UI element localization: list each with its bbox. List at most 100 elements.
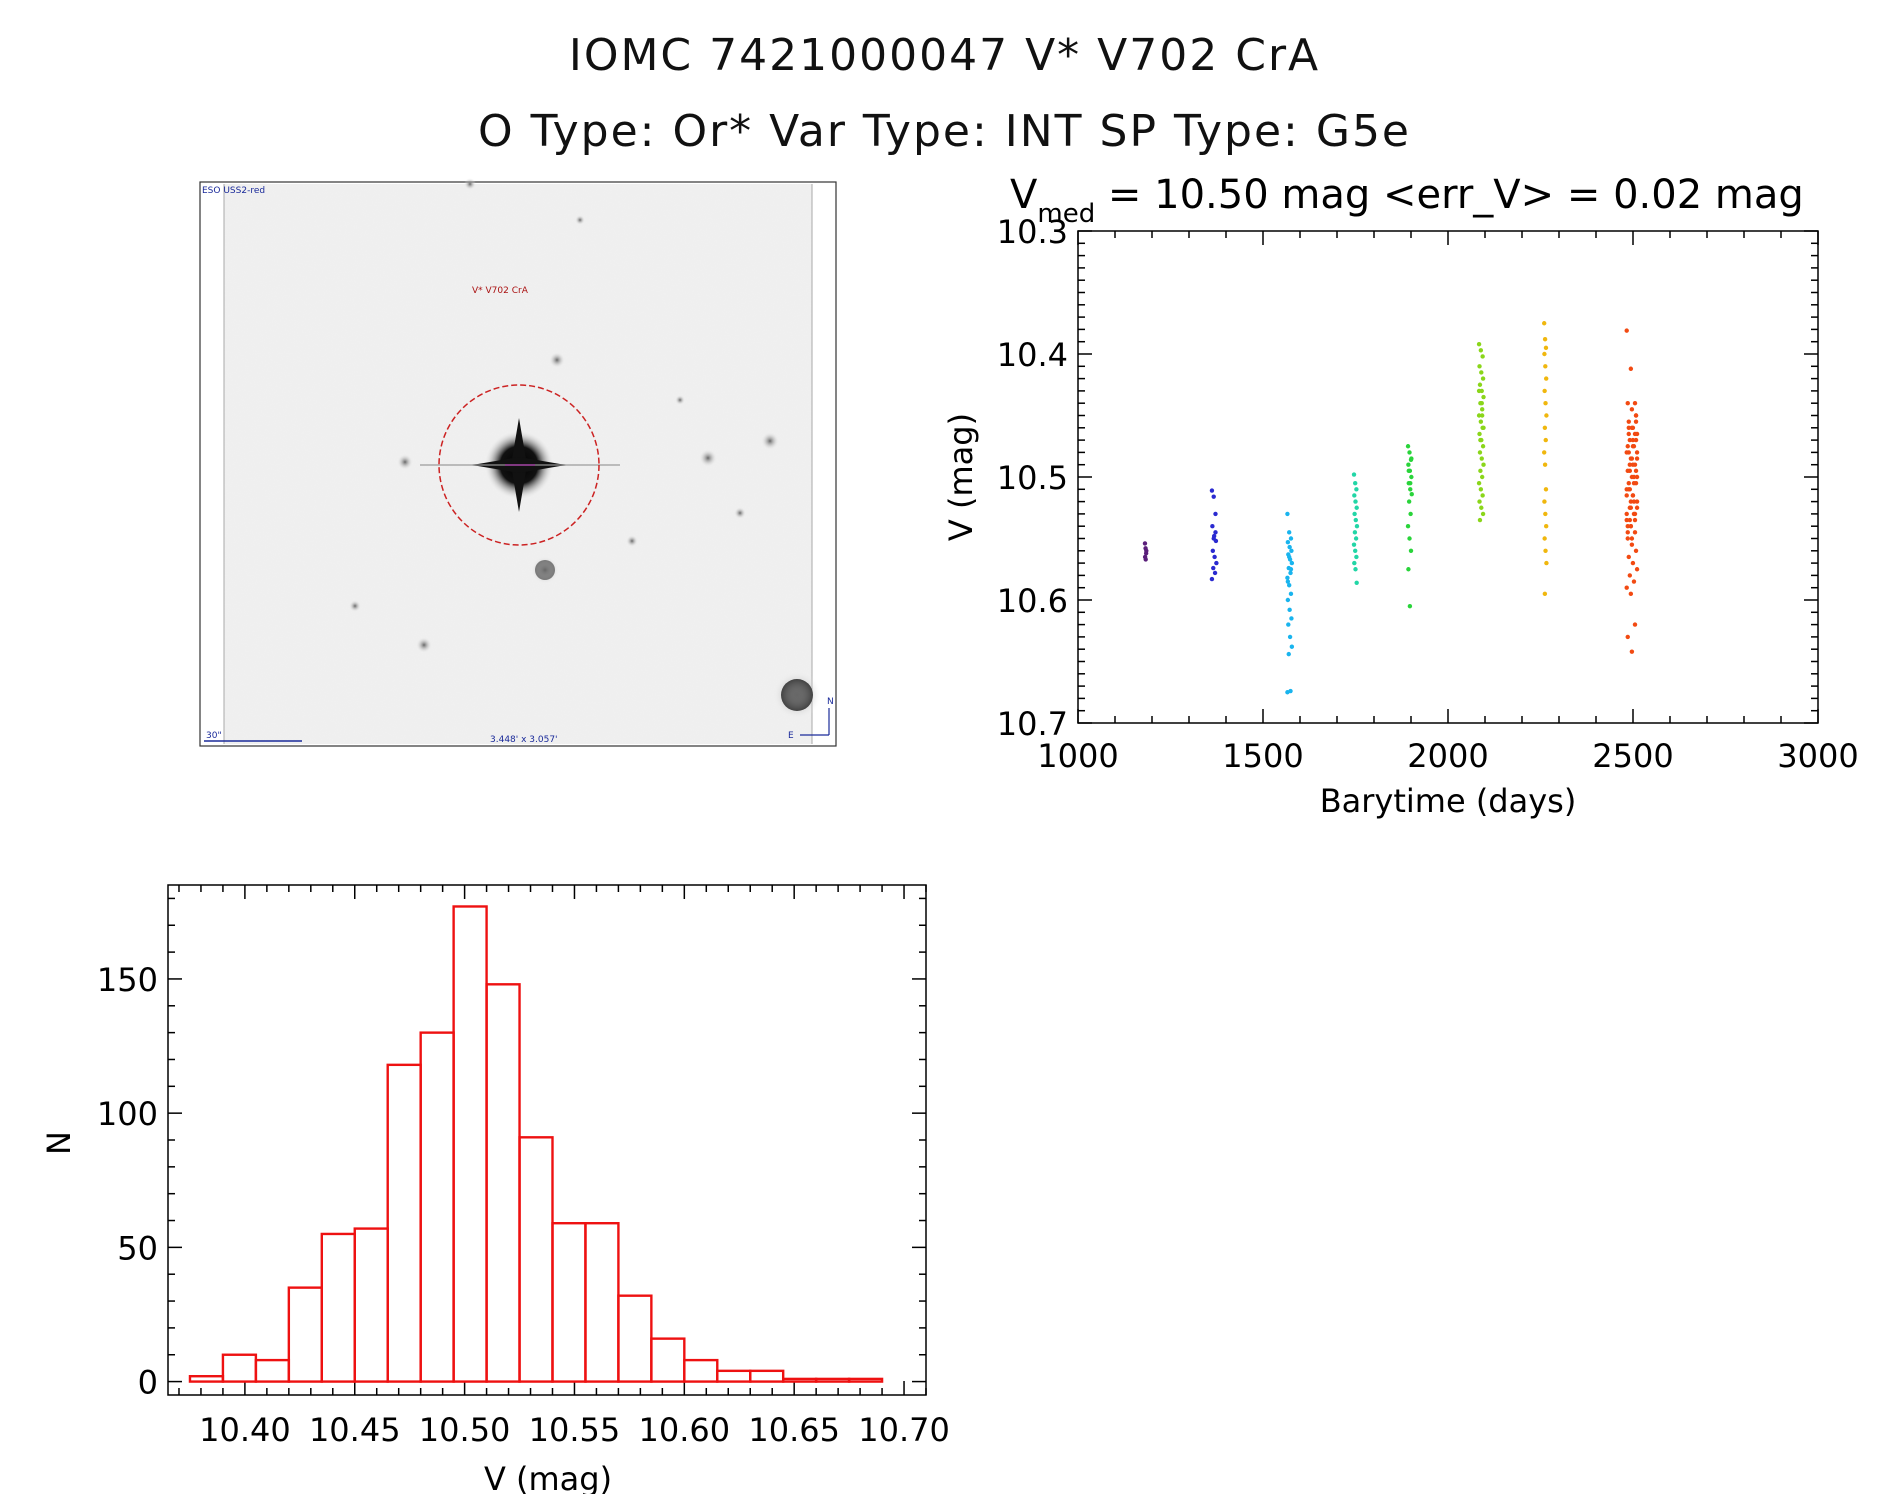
lc-point [1353,517,1358,523]
lc-point [1633,548,1639,553]
lc-point [1209,488,1215,493]
lc-point [1211,494,1216,499]
lc-point [1479,474,1485,480]
lc-point [1542,337,1548,342]
lc-point [1543,376,1549,381]
object-type-line: O Type: Or* Var Type: INT SP Type: G5e [477,106,1412,157]
lightcurve-title: Vmed = 10.50 mag <err_V> = 0.02 mag [1010,172,1804,229]
lc-point [1626,480,1631,486]
lc-point [1624,487,1629,492]
lc-point [1634,505,1640,510]
lc-point [1351,472,1357,477]
lc-point [1543,511,1548,517]
lc-point [1353,536,1359,541]
compass: N E [788,697,834,741]
lc-point [1627,468,1633,474]
lc-point [1542,536,1547,541]
lc-point [1628,499,1634,504]
lc-point [1354,554,1359,560]
lc-point [1479,505,1484,510]
lc-point [1405,444,1411,449]
lc-point [1408,480,1413,486]
lc-point [1352,493,1357,498]
lc-y-tick-labels: 10.3 10.4 10.5 10.6 10.7 [997,213,1068,743]
figure-title: IOMC 7421000047 V* V702 CrA [568,30,1321,81]
lc-point [1287,544,1292,550]
lc-point [1626,425,1631,430]
lc-point [1478,468,1483,474]
lc-point [1630,560,1636,566]
hist-bar [749,1369,785,1383]
lc-point [1406,468,1411,474]
lc-point [1624,511,1629,517]
hist-bar [551,1222,587,1383]
hist-bar [847,1377,884,1383]
lc-point [1542,425,1548,430]
lc-point [1352,511,1357,517]
lc-point [1627,487,1633,492]
lc-point [1477,450,1483,455]
lc-point [1354,487,1359,492]
lc-point [1629,425,1635,430]
field-stars [349,178,821,719]
lc-y-axis-label: V (mag) [942,413,980,541]
lc-point [1289,548,1294,553]
lc-point [1211,536,1216,541]
lc-point [1629,649,1635,654]
hist-x-tick-label: 10.40 [199,1411,291,1449]
lc-point [1626,419,1631,424]
lc-point [1628,591,1634,597]
lc-point [1634,567,1640,572]
lc-point [1629,456,1635,461]
lc-x-tick-label: 2000 [1407,737,1488,775]
lc-x-tick-label: 1000 [1037,737,1118,775]
lc-x-axis-label: Barytime (days) [1320,782,1577,820]
lc-point [1626,554,1631,560]
lc-point [1631,480,1637,486]
lc-data-points [1142,321,1640,695]
lc-point [1476,341,1482,347]
lc-point [1142,541,1148,546]
lc-point [1629,542,1635,547]
lc-point [1543,364,1548,369]
lc-point [1624,517,1629,523]
lc-point [1287,607,1292,613]
hist-bar [485,983,521,1383]
lc-point [1630,462,1636,467]
hist-x-tick-labels: 10.40 10.45 10.50 10.55 10.60 10.65 10.70 [199,1411,950,1449]
lc-point [1409,456,1414,461]
lc-point [1542,450,1547,455]
hist-bar [518,1136,554,1383]
lc-point [1409,492,1414,497]
lc-point [1634,499,1640,504]
hist-bar [814,1377,851,1383]
lc-point [1479,401,1484,406]
lc-point [1477,517,1483,523]
hist-bar [683,1358,719,1383]
hist-bar [584,1222,620,1383]
lc-point [1627,573,1633,578]
target-star [420,384,620,546]
lc-point [1625,524,1630,529]
lc-axes-frame [1077,230,1819,724]
lc-point [1407,536,1412,541]
lc-x-tick-label: 2500 [1592,737,1673,775]
lc-point [1351,542,1357,547]
lc-point [1542,462,1548,467]
compass-east: E [788,731,794,741]
lc-point [1354,505,1359,510]
hist-x-tick-label: 10.55 [529,1411,621,1449]
lc-point [1631,499,1637,504]
lc-point [1626,431,1631,437]
lc-point [1543,401,1548,406]
lc-point [1286,554,1292,560]
hist-bar [650,1337,686,1383]
hist-bar [781,1377,818,1383]
lc-point [1406,462,1411,467]
lc-point [1287,634,1293,640]
lc-point [1477,431,1482,437]
lc-point [1542,321,1547,326]
lc-point [1478,419,1484,424]
hist-x-tick-label: 10.60 [639,1411,731,1449]
hist-y-tick-label: 100 [97,1095,158,1133]
